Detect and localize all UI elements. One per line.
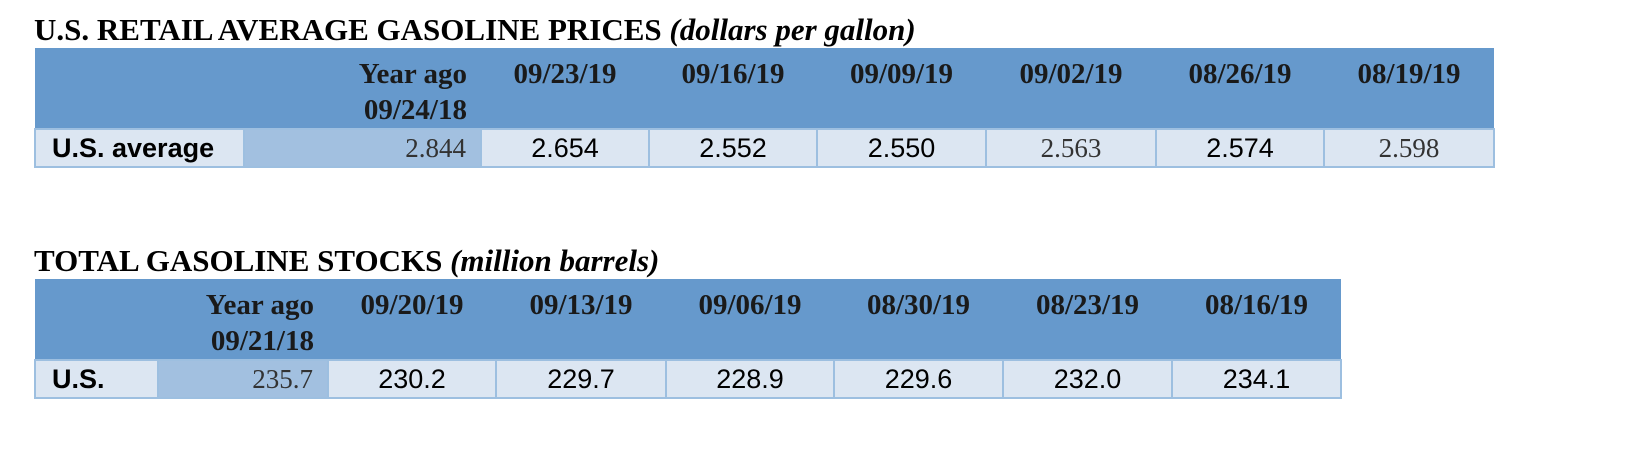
stocks-year-ago-value: 235.7 — [158, 359, 329, 399]
prices-date-header: 09/23/19 — [481, 48, 649, 129]
prices-date-header: 09/16/19 — [649, 48, 817, 129]
prices-data-row: U.S. average 2.844 2.654 2.552 2.550 2.5… — [34, 128, 1495, 168]
stocks-data-row: U.S. 235.7 230.2 229.7 228.9 229.6 232.0… — [34, 359, 1342, 399]
stocks-table: Year ago 09/21/18 09/20/19 09/13/19 09/0… — [34, 279, 1342, 399]
stocks-date-header: 08/23/19 — [1003, 279, 1172, 360]
stocks-header-row: Year ago 09/21/18 09/20/19 09/13/19 09/0… — [35, 279, 1341, 360]
prices-section: U.S. RETAIL AVERAGE GASOLINE PRICES (dol… — [34, 12, 1495, 168]
prices-title: U.S. RETAIL AVERAGE GASOLINE PRICES (dol… — [34, 12, 1495, 48]
stocks-value-cell: 234.1 — [1171, 359, 1342, 399]
prices-year-ago-label: Year ago — [358, 58, 467, 90]
prices-corner-cell — [35, 48, 244, 129]
prices-value-cell: 2.654 — [480, 128, 650, 168]
prices-value-cell: 2.550 — [816, 128, 987, 168]
prices-value-cell: 2.598 — [1323, 128, 1495, 168]
stocks-unit: (million barrels) — [450, 243, 660, 278]
stocks-row-label: U.S. — [34, 359, 159, 399]
stocks-section: TOTAL GASOLINE STOCKS (million barrels) … — [34, 243, 1342, 399]
stocks-year-ago-date: 09/21/18 — [210, 325, 314, 357]
prices-year-ago-date: 09/24/18 — [363, 94, 467, 126]
stocks-date-header: 09/20/19 — [328, 279, 496, 360]
prices-date-header: 08/26/19 — [1156, 48, 1324, 129]
stocks-value-cell: 229.6 — [833, 359, 1004, 399]
stocks-value-cell: 229.7 — [495, 359, 667, 399]
prices-value-cell: 2.552 — [648, 128, 818, 168]
prices-unit: (dollars per gallon) — [669, 12, 916, 47]
stocks-year-ago-label: Year ago — [205, 289, 314, 321]
prices-row-label: U.S. average — [34, 128, 245, 168]
prices-value-cell: 2.574 — [1155, 128, 1325, 168]
stocks-value-cell: 228.9 — [665, 359, 835, 399]
stocks-value-cell: 230.2 — [327, 359, 497, 399]
stocks-date-header: 09/06/19 — [666, 279, 834, 360]
prices-header-row: Year ago 09/24/18 09/23/19 09/16/19 09/0… — [35, 48, 1494, 129]
stocks-year-ago-header: Year ago 09/21/18 — [158, 279, 328, 360]
prices-year-ago-value: 2.844 — [244, 128, 482, 168]
prices-table: Year ago 09/24/18 09/23/19 09/16/19 09/0… — [34, 48, 1495, 168]
prices-year-ago-header: Year ago 09/24/18 — [244, 48, 481, 129]
stocks-title-text: TOTAL GASOLINE STOCKS — [34, 243, 443, 278]
prices-date-header: 09/02/19 — [986, 48, 1156, 129]
prices-date-header: 08/19/19 — [1324, 48, 1494, 129]
stocks-date-header: 09/13/19 — [496, 279, 666, 360]
stocks-corner-cell — [35, 279, 158, 360]
stocks-date-header: 08/16/19 — [1172, 279, 1341, 360]
stocks-date-header: 08/30/19 — [834, 279, 1003, 360]
prices-value-cell: 2.563 — [985, 128, 1157, 168]
prices-title-text: U.S. RETAIL AVERAGE GASOLINE PRICES — [34, 12, 662, 47]
stocks-title: TOTAL GASOLINE STOCKS (million barrels) — [34, 243, 1342, 279]
prices-date-header: 09/09/19 — [817, 48, 986, 129]
stocks-value-cell: 232.0 — [1002, 359, 1173, 399]
